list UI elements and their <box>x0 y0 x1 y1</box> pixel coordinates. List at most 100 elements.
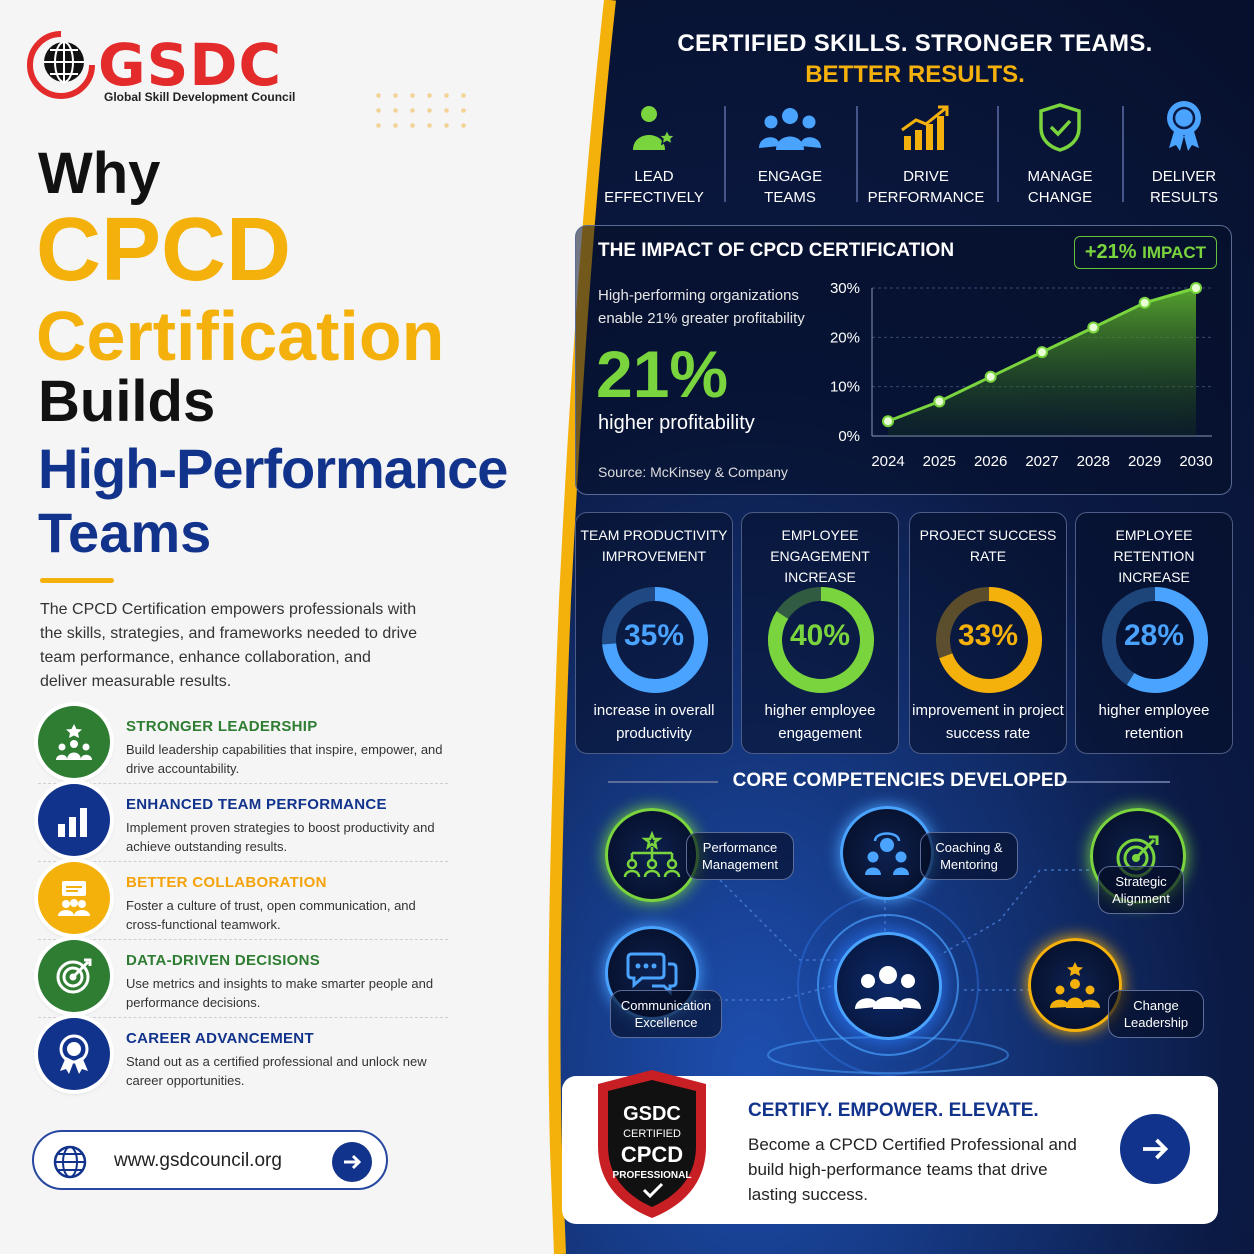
badge-cpcd: CPCD <box>621 1142 683 1167</box>
pillar-line2: RESULTS <box>1149 189 1219 206</box>
change-leader-icon <box>1047 960 1103 1010</box>
badge-certified: CERTIFIED <box>623 1128 681 1140</box>
stat-heading-line2: INCREASE <box>1118 569 1190 585</box>
stat-footer-line2: retention <box>1124 725 1184 742</box>
stat-footer-line1: higher employee <box>1098 702 1210 719</box>
impact-badge-label: IMPACT <box>1142 243 1206 262</box>
pillar-line2: PERFORMANCE <box>867 189 985 206</box>
pillar-line1: ENGAGE <box>757 168 823 185</box>
stat-heading-line1: PROJECT SUCCESS <box>919 527 1057 543</box>
stat-heading-line2: IMPROVEMENT <box>601 548 707 564</box>
stat-card: EMPLOYEE RETENTION INCREASE 28% higher em… <box>1075 512 1233 754</box>
medal-icon <box>1128 101 1240 160</box>
core-label: Change Leadership <box>1108 990 1204 1038</box>
core-center-team-node <box>834 932 942 1040</box>
stat-footer-line1: improvement in project <box>912 702 1064 719</box>
core-label-line2: Mentoring <box>940 857 998 872</box>
core-label: Communication Excellence <box>610 990 722 1038</box>
bar-chart-icon <box>38 784 110 856</box>
impact-big-number: 21% <box>596 337 729 411</box>
core-node-performance <box>605 808 699 902</box>
feature-title: CAREER ADVANCEMENT <box>126 1030 314 1047</box>
core-label-line2: Leadership <box>1123 1015 1189 1030</box>
website-go-button[interactable] <box>332 1142 372 1182</box>
core-label: Strategic Alignment <box>1098 866 1184 914</box>
brand-logo: GSDC Global Skill Development Council <box>24 28 295 104</box>
feature-description: Stand out as a certified professional an… <box>126 1054 427 1088</box>
headline-certification: Certification <box>36 297 445 375</box>
cta-go-button[interactable] <box>1120 1114 1190 1184</box>
pillar-line1: DELIVER <box>1151 168 1217 185</box>
feature-item: STRONGER LEADERSHIP Build leadership cap… <box>38 706 448 784</box>
stat-footer-line1: higher employee <box>764 702 876 719</box>
core-label-line1: Coaching & <box>935 840 1003 855</box>
badge-professional: PROFESSIONAL <box>613 1170 692 1181</box>
chart-x-tick: 2027 <box>1025 453 1058 470</box>
cta-heading: CERTIFY. EMPOWER. ELEVATE. <box>748 1100 1039 1121</box>
chart-y-tick: 10% <box>830 379 860 396</box>
stat-progress-ring <box>1102 587 1208 693</box>
core-label-line1: Performance <box>702 840 778 855</box>
chat-icon <box>626 950 678 996</box>
feature-title: ENHANCED TEAM PERFORMANCE <box>126 796 387 813</box>
chart-point <box>1138 296 1151 309</box>
feature-description: Foster a culture of trust, open communic… <box>126 898 416 932</box>
stat-heading-line1: EMPLOYEE RETENTION <box>1113 527 1195 564</box>
pillar-effectively: LEAD EFFECTIVELY <box>598 104 710 208</box>
tagline-line2: BETTER RESULTS. <box>805 61 1025 88</box>
growth-chart-icon <box>862 104 990 160</box>
tagline-line1: CERTIFIED SKILLS. STRONGER TEAMS. <box>677 30 1153 57</box>
chart-x-tick: 2025 <box>923 453 956 470</box>
feature-item: BETTER COLLABORATION Foster a culture of… <box>38 862 448 940</box>
chart-point <box>1087 321 1100 334</box>
arrow-right-icon <box>344 1154 362 1170</box>
team-icon <box>730 104 850 160</box>
leadership-icon <box>38 706 110 778</box>
cta-body: Become a CPCD Certified Professional and… <box>748 1135 1077 1204</box>
stat-heading-line1: EMPLOYEE ENGAGEMENT <box>770 527 870 564</box>
chart-x-tick: 2029 <box>1128 453 1161 470</box>
stat-progress-ring <box>768 587 874 693</box>
chart-x-tick: 2026 <box>974 453 1007 470</box>
stat-heading-line1: TEAM PRODUCTIVITY <box>580 527 728 543</box>
pillar-line1: MANAGE <box>1027 168 1093 185</box>
chart-x-tick: 2024 <box>871 453 904 470</box>
pillar-separator <box>1122 106 1124 202</box>
chart-point <box>1190 282 1202 294</box>
feature-title: DATA-DRIVEN DECISIONS <box>126 952 321 969</box>
core-label: Performance Management <box>686 832 794 880</box>
impact-source: Source: McKinsey & Company <box>598 464 788 480</box>
website-link[interactable]: www.gsdcouncil.org <box>32 1130 388 1190</box>
pillar-change: MANAGE CHANGE <box>1002 103 1118 208</box>
stat-heading-line2: INCREASE <box>784 569 856 585</box>
headline-teams: Teams <box>38 501 212 564</box>
chart-x-tick: 2030 <box>1179 453 1212 470</box>
chart-point <box>1036 346 1048 359</box>
award-icon <box>38 1018 110 1090</box>
chart-point <box>933 395 946 408</box>
feature-item: DATA-DRIVEN DECISIONS Use metrics and in… <box>38 940 448 1018</box>
headline-underline <box>40 578 114 583</box>
stat-progress-ring <box>936 587 1042 693</box>
pillar-line1: DRIVE <box>903 168 949 185</box>
impact-panel: THE IMPACT OF CPCD CERTIFICATION +21% IM… <box>575 225 1232 495</box>
chart-point <box>984 370 997 383</box>
chart-area <box>888 288 1196 436</box>
brand-subtitle: Global Skill Development Council <box>104 90 296 104</box>
stat-progress-ring <box>602 587 708 693</box>
feature-item: ENHANCED TEAM PERFORMANCE Implement prov… <box>38 784 448 862</box>
brand-name: GSDC <box>98 31 283 99</box>
core-label-line1: Strategic <box>1115 874 1167 889</box>
chart-y-tick: 30% <box>830 280 860 297</box>
badge-gsdc: GSDC <box>623 1103 681 1125</box>
shield-check-icon <box>1002 103 1118 160</box>
target-icon <box>38 940 110 1012</box>
core-title-line-left <box>608 781 718 783</box>
intro-text: The CPCD Certification empowers professi… <box>40 601 418 690</box>
globe-logo-icon <box>27 31 95 99</box>
pillar-line2: CHANGE <box>1027 189 1093 206</box>
impact-badge: +21% IMPACT <box>1073 236 1217 269</box>
stat-card: EMPLOYEE ENGAGEMENT INCREASE 40% higher e… <box>741 512 899 754</box>
feature-description: Build leadership capabilities that inspi… <box>126 742 443 776</box>
stat-percentage: 40% <box>789 619 851 652</box>
